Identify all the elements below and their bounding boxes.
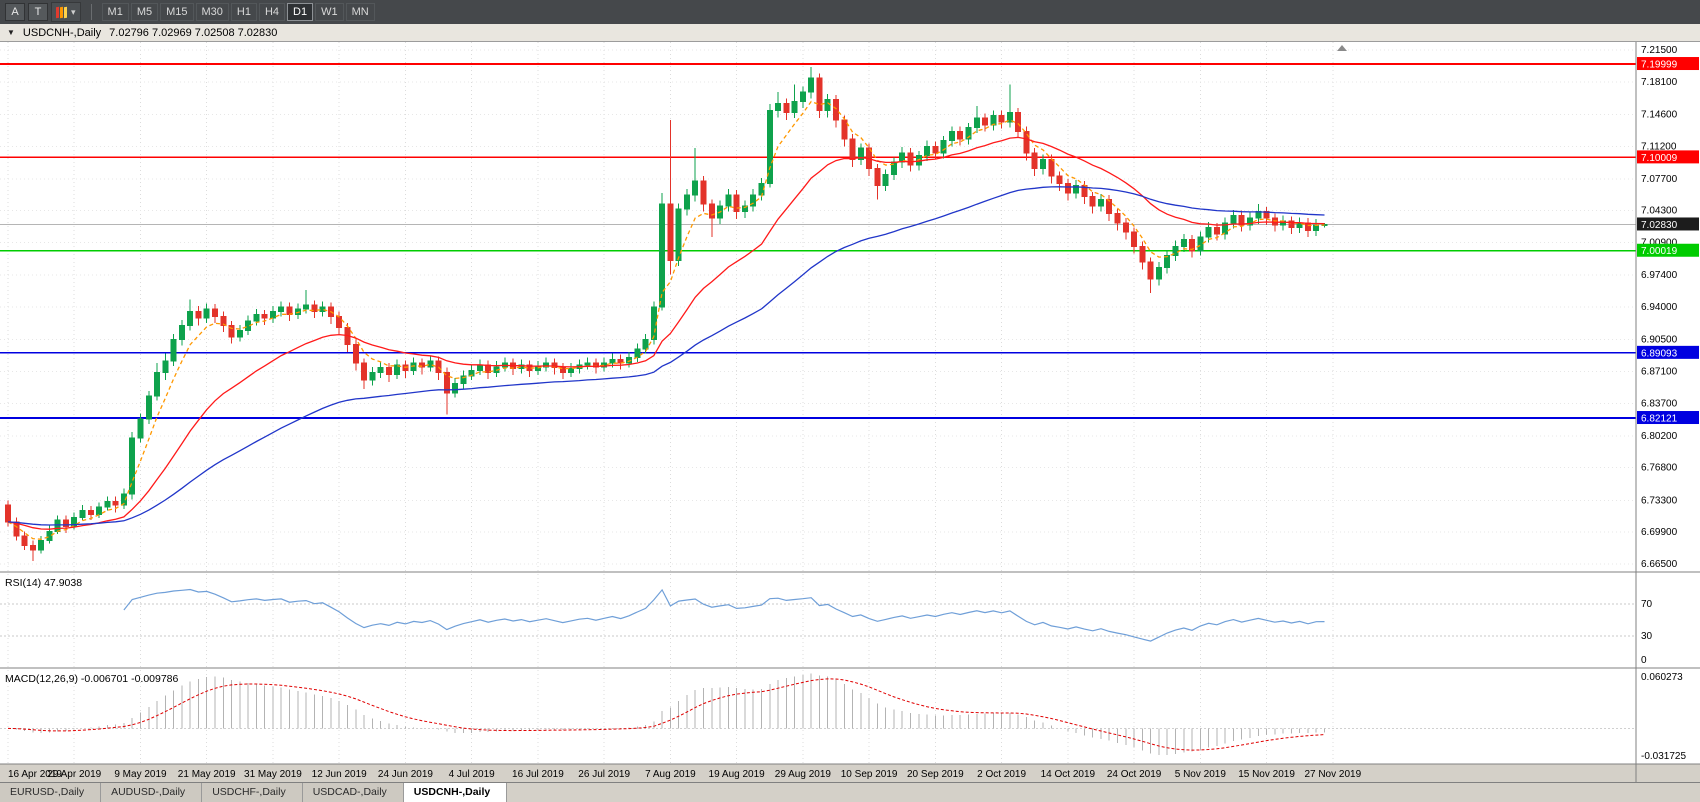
date-tick-label: 12 Jun 2019: [312, 769, 367, 780]
price-tick-label: 6.76800: [1641, 463, 1678, 474]
tab-audusd-daily[interactable]: AUDUSD-,Daily: [101, 783, 203, 802]
ma-20-line: [7, 136, 1325, 530]
date-tick-label: 15 Nov 2019: [1238, 769, 1295, 780]
date-tick-label: 14 Oct 2019: [1041, 769, 1096, 780]
price-badge-7.19999: 7.19999: [1637, 57, 1699, 71]
date-tick-label: 29 Apr 2019: [47, 769, 101, 780]
tab-usdcad-daily[interactable]: USDCAD-,Daily: [302, 783, 404, 802]
timeframe-buttons: M1 M5 M15 M30 H1 H4 D1 W1 MN: [101, 3, 375, 21]
annotation-a-button[interactable]: A: [5, 3, 25, 21]
svg-text:6.82121: 6.82121: [1641, 414, 1678, 425]
crayon-icon: [56, 6, 59, 18]
price-badge-6.82121: 6.82121: [1637, 411, 1699, 425]
price-tick-label: 7.18100: [1641, 77, 1678, 88]
svg-text:7.00019: 7.00019: [1641, 246, 1678, 257]
rsi-axis-label: 70: [1641, 599, 1653, 610]
timeframe-w1-button[interactable]: W1: [315, 3, 344, 21]
collapse-triangle-icon[interactable]: ▼: [7, 28, 15, 37]
timeframe-m30-button[interactable]: M30: [195, 3, 229, 21]
price-tick-label: 6.87100: [1641, 366, 1678, 377]
date-tick-label: 24 Jun 2019: [378, 769, 433, 780]
macd-histogram: [15, 673, 1326, 756]
tab-usdchf-daily[interactable]: USDCHF-,Daily: [202, 783, 303, 802]
date-tick-label: 20 Sep 2019: [907, 769, 964, 780]
date-tick-label: 4 Jul 2019: [449, 769, 496, 780]
date-tick-label: 21 May 2019: [178, 769, 236, 780]
price-badge-7.00019: 7.00019: [1637, 243, 1699, 257]
svg-text:7.10009: 7.10009: [1641, 153, 1678, 164]
price-tick-label: 6.90500: [1641, 335, 1678, 346]
date-tick-label: 5 Nov 2019: [1175, 769, 1227, 780]
price-badge-7.10009: 7.10009: [1637, 150, 1699, 164]
date-tick-label: 24 Oct 2019: [1107, 769, 1162, 780]
date-tick-label: 27 Nov 2019: [1304, 769, 1361, 780]
price-tick-label: 6.94000: [1641, 302, 1678, 313]
price-tick-label: 6.80200: [1641, 431, 1678, 442]
price-tick-label: 7.00900: [1641, 238, 1678, 249]
timeframe-mn-button[interactable]: MN: [345, 3, 375, 21]
timeframe-m1-button[interactable]: M1: [101, 3, 129, 21]
ma-55-line: [7, 186, 1325, 526]
price-tick-label: 6.97400: [1641, 270, 1678, 281]
date-tick-label: 31 May 2019: [244, 769, 302, 780]
price-axis[interactable]: 7.21500 7.18100 7.14600 7.11200 7.07700 7.043…: [1637, 45, 1699, 570]
chart-tabs: EURUSD-,Daily AUDUSD-,Daily USDCHF-,Daily U…: [0, 782, 1700, 802]
svg-text:7.19999: 7.19999: [1641, 60, 1678, 71]
price-tick-label: 7.07700: [1641, 174, 1678, 185]
svg-text:6.89093: 6.89093: [1641, 348, 1678, 359]
chart-ohlc-readout: 7.02796 7.02969 7.02508 7.02830: [109, 26, 278, 39]
price-tick-label: 6.69900: [1641, 527, 1678, 538]
date-axis-strip[interactable]: [0, 764, 1700, 782]
date-tick-label: 9 May 2019: [114, 769, 167, 780]
toolbar: A T ▾ M1 M5 M15 M30 H1 H4 D1 W1 MN: [0, 0, 1700, 24]
date-tick-label: 10 Sep 2019: [841, 769, 898, 780]
date-tick-label: 16 Jul 2019: [512, 769, 564, 780]
rsi-axis-label: 30: [1641, 631, 1653, 642]
price-tick-label: 6.66500: [1641, 559, 1678, 570]
price-tick-label: 7.04300: [1641, 206, 1678, 217]
date-tick-label: 29 Aug 2019: [775, 769, 832, 780]
macd-signal-line: [7, 678, 1325, 751]
price-tick-label: 6.83700: [1641, 398, 1678, 409]
macd-label: MACD(12,26,9) -0.006701 -0.009786: [5, 673, 179, 685]
price-badge-6.89093: 6.89093: [1637, 345, 1699, 359]
date-tick-label: 2 Oct 2019: [977, 769, 1026, 780]
date-tick-label: 16 Apr 2019: [8, 769, 62, 780]
price-tick-label: 7.21500: [1641, 45, 1678, 56]
colors-dropdown-button[interactable]: ▾: [51, 2, 81, 22]
timeframe-m5-button[interactable]: M5: [130, 3, 159, 21]
price-badge-7.02830: 7.02830: [1637, 217, 1699, 231]
tab-eurusd-daily[interactable]: EURUSD-,Daily: [0, 783, 102, 802]
horizontal-lines: [0, 63, 1636, 419]
tab-usdcnh-daily[interactable]: USDCNH-,Daily: [403, 783, 508, 802]
rsi-label: RSI(14) 47.9038: [5, 577, 82, 589]
price-chart[interactable]: RSI(14) 47.9038 70 30 0 MACD(12,26,9) -0.006…: [0, 42, 1700, 782]
date-tick-label: 7 Aug 2019: [645, 769, 696, 780]
price-tick-label: 6.73300: [1641, 495, 1678, 506]
date-tick-label: 19 Aug 2019: [709, 769, 766, 780]
chart-symbol-title: USDCNH-,Daily: [22, 26, 102, 39]
crayon-icon: [60, 6, 63, 18]
crayon-icon: [64, 6, 67, 18]
rsi-axis-label: 0: [1641, 655, 1647, 666]
chart-shift-marker-icon[interactable]: [1337, 45, 1347, 51]
timeframe-m15-button[interactable]: M15: [160, 3, 194, 21]
timeframe-h1-button[interactable]: H1: [230, 3, 257, 21]
rsi-line: [123, 588, 1325, 642]
svg-text:7.02830: 7.02830: [1641, 220, 1678, 231]
text-tool-button[interactable]: T: [28, 3, 48, 21]
chart-title-bar: ▼ USDCNH-,Daily 7.02796 7.02969 7.02508 …: [0, 24, 1700, 42]
macd-axis-max: 0.060273: [1641, 672, 1683, 683]
timeframe-h4-button[interactable]: H4: [258, 3, 286, 21]
chevron-down-icon: ▾: [71, 6, 76, 17]
date-tick-label: 26 Jul 2019: [578, 769, 630, 780]
price-tick-label: 7.11200: [1641, 141, 1677, 152]
toolbar-separator: [90, 4, 92, 20]
macd-axis-min: -0.031725: [1641, 751, 1686, 762]
timeframe-d1-button[interactable]: D1: [287, 3, 314, 21]
price-tick-label: 7.14600: [1641, 109, 1678, 120]
